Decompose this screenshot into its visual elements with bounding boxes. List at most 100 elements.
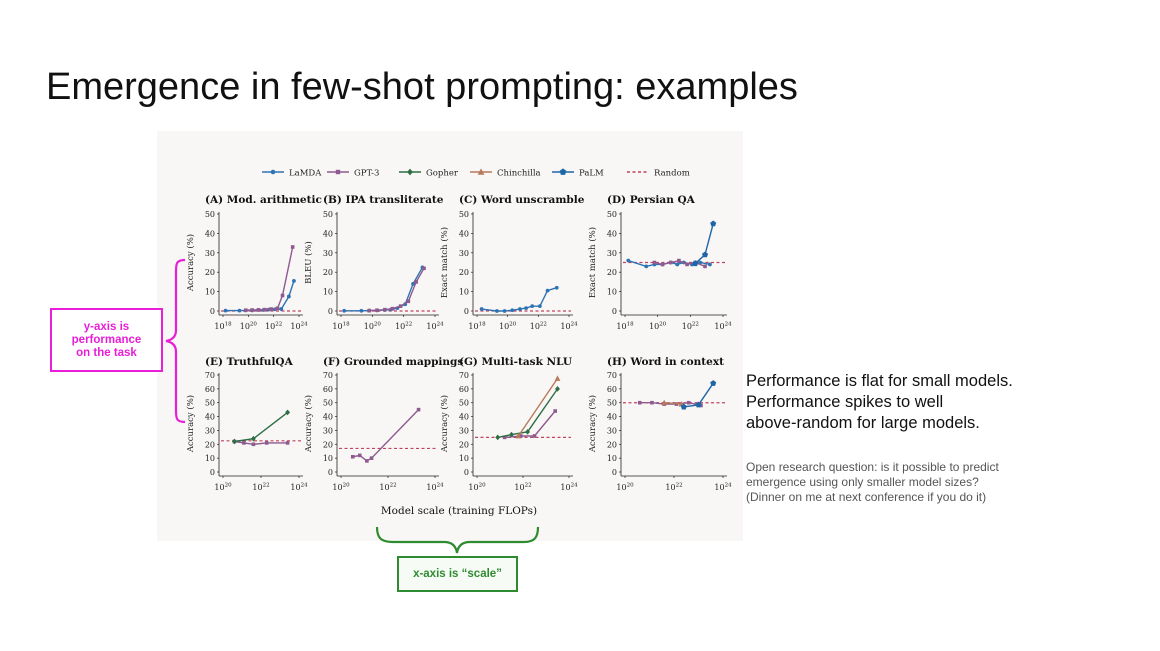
legend-label: Random: [654, 169, 690, 179]
y-tick-label: 50: [323, 210, 333, 219]
y-tick-label: 10: [607, 288, 617, 297]
y-tick-label: 50: [459, 399, 469, 408]
x-tick-label: 1020: [332, 483, 350, 493]
legend-label: PaLM: [579, 169, 604, 179]
data-point-gpt-3: [668, 260, 673, 265]
x-tick-label: 1022: [379, 483, 396, 493]
data-point-gpt-3: [263, 307, 267, 312]
y-tick-label: 10: [323, 454, 333, 463]
data-point-lamda: [286, 294, 291, 299]
y-tick-label: 10: [459, 288, 469, 297]
y-tick-label: 50: [323, 399, 333, 408]
data-point-lamda: [524, 306, 528, 310]
x-tick-label: 1024: [290, 322, 308, 332]
data-point-gopher: [495, 434, 501, 441]
y-tick-label: 40: [459, 229, 469, 238]
y-tick-label: 70: [323, 371, 333, 380]
data-point-gopher: [250, 435, 256, 442]
y-tick-label: 50: [205, 210, 215, 219]
data-point-palm: [680, 403, 687, 410]
data-point-gopher: [231, 438, 237, 445]
takeaway-line: above-random for large models.: [746, 414, 980, 432]
takeaways: Performance is flat for small models. Pe…: [746, 371, 1076, 434]
y-tick-label: 30: [459, 426, 469, 435]
data-point-gpt-3: [532, 434, 537, 438]
data-point-gpt-3: [502, 435, 507, 440]
y-annotation-line: y-axis is: [83, 320, 130, 333]
legend-marker-chinchilla: [477, 168, 485, 175]
y-tick-label: 10: [205, 454, 215, 463]
data-point-gpt-3: [244, 308, 248, 313]
y-tick-label: 20: [459, 440, 469, 449]
note-line: (Dinner on me at next conference if you …: [746, 490, 987, 504]
x-tick-label: 1022: [530, 322, 547, 332]
slide-title: Emergence in few-shot prompting: example…: [46, 66, 798, 108]
x-tick-label: 1022: [265, 322, 282, 332]
legend-marker-lamda: [270, 169, 276, 175]
data-point-lamda: [342, 308, 347, 313]
y-tick-label: 50: [607, 399, 617, 408]
data-point-gpt-3: [406, 299, 411, 304]
x-tick-label: 1024: [714, 483, 732, 493]
y-tick-label: 0: [328, 468, 333, 477]
y-tick-label: 50: [607, 210, 617, 219]
data-point-chinchilla: [515, 432, 522, 439]
data-point-gpt-3: [365, 459, 369, 463]
data-point-lamda: [537, 304, 542, 309]
legend-marker-gopher: [407, 168, 413, 176]
y-tick-label: 0: [328, 307, 333, 316]
data-point-lamda: [510, 308, 515, 313]
data-point-lamda: [359, 308, 364, 313]
data-point-gpt-3: [275, 306, 280, 311]
y-tick-label: 30: [607, 249, 617, 258]
data-point-lamda: [626, 258, 631, 263]
series-line-chinchilla: [517, 378, 559, 437]
data-point-gopher: [509, 431, 514, 438]
data-point-gopher: [525, 428, 531, 435]
y-axis-label: Exact match (%): [439, 227, 450, 298]
panel-title: (A) Mod. arithmetic: [205, 194, 322, 206]
data-point-lamda: [237, 308, 242, 313]
y-tick-label: 20: [205, 268, 215, 277]
data-point-lamda: [279, 307, 284, 311]
y-axis-label: Accuracy (%): [185, 395, 196, 453]
y-tick-label: 20: [607, 268, 617, 277]
y-tick-label: 10: [459, 454, 469, 463]
data-point-gpt-3: [660, 262, 665, 267]
panel-title: (F) Grounded mappings: [323, 356, 463, 368]
data-point-gpt-3: [422, 266, 426, 271]
series-line-chinchilla: [664, 402, 682, 405]
data-point-gpt-3: [650, 400, 654, 405]
x-tick-label: 1020: [649, 322, 667, 332]
takeaway-line: Performance is flat for small models.: [746, 372, 1013, 390]
y-tick-label: 60: [323, 385, 333, 394]
y-tick-label: 40: [459, 413, 469, 422]
data-point-gpt-3: [390, 306, 395, 311]
data-point-gpt-3: [242, 441, 246, 445]
data-point-gpt-3: [251, 442, 256, 447]
x-tick-label: 1022: [514, 483, 531, 493]
data-point-gpt-3: [256, 308, 261, 312]
y-tick-label: 70: [607, 371, 617, 380]
x-axis-brace: [375, 526, 540, 554]
x-tick-label: 1022: [665, 483, 682, 493]
y-tick-label: 40: [607, 413, 617, 422]
y-tick-label: 20: [205, 440, 215, 449]
x-tick-label: 1022: [682, 322, 699, 332]
x-tick-label: 1020: [214, 483, 232, 493]
x-tick-label: 1018: [214, 322, 232, 332]
y-tick-label: 20: [607, 440, 617, 449]
x-tick-label: 1020: [240, 322, 258, 332]
shared-x-axis-label: Model scale (training FLOPs): [381, 505, 537, 517]
y-tick-label: 0: [612, 307, 617, 316]
y-axis-label: BLEU (%): [303, 241, 314, 284]
data-point-gpt-3: [652, 260, 657, 265]
y-tick-label: 0: [612, 468, 617, 477]
data-point-gpt-3: [677, 258, 681, 263]
panel-title: (H) Word in context: [607, 356, 724, 368]
note-line: Open research question: is it possible t…: [746, 460, 999, 474]
emergence-figure: LaMDA GPT-3 Gopher Chinchilla PaLM Random (A) …: [157, 131, 743, 541]
y-annotation-line: on the task: [76, 346, 137, 359]
series-line-gpt-3: [504, 410, 556, 439]
data-point-gpt-3: [350, 454, 355, 459]
